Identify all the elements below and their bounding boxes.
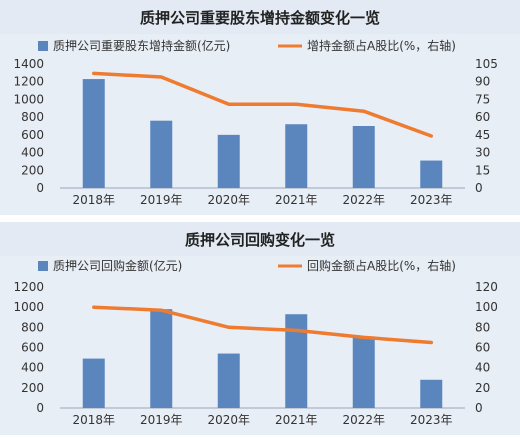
series-line	[92, 71, 434, 138]
legend: 质押公司重要股东增持金额(亿元) 增持金额占A股比(%，右轴)	[38, 38, 456, 53]
x-tick-label: 2023年	[410, 193, 453, 207]
x-tick-label: 2018年	[72, 413, 115, 427]
x-tick-label: 2021年	[275, 193, 318, 207]
x-tick-label: 2019年	[140, 413, 183, 427]
x-tick-label: 2022年	[342, 413, 385, 427]
x-tick-label: 2021年	[275, 413, 318, 427]
y-left-tick-label: 0	[36, 181, 44, 195]
y-right-tick-label: 60	[475, 110, 490, 124]
y-right-tick-label: 80	[475, 320, 490, 334]
y-left-tick-label: 400	[21, 146, 44, 160]
y-right-tick-label: 120	[475, 280, 498, 294]
bar	[352, 126, 375, 188]
y-right-tick-label: 100	[475, 300, 498, 314]
panel-header	[0, 222, 520, 256]
bar	[150, 120, 173, 188]
bar	[420, 160, 443, 188]
chart-title: 质押公司回购变化一览	[185, 231, 335, 249]
y-left-tick-label: 800	[21, 110, 44, 124]
legend-label-bar: 质押公司重要股东增持金额(亿元)	[53, 38, 230, 53]
y-left-tick-label: 200	[21, 381, 44, 395]
y-right-tick-label: 40	[475, 361, 490, 375]
y-left-tick-label: 400	[21, 361, 44, 375]
bar	[82, 358, 105, 408]
y-left-tick-label: 600	[21, 341, 44, 355]
y-right-tick-label: 45	[475, 128, 490, 142]
x-tick-label: 2018年	[72, 193, 115, 207]
x-tick-label: 2022年	[342, 193, 385, 207]
y-right-tick-label: 0	[475, 401, 483, 415]
x-tick-label: 2020年	[207, 413, 250, 427]
y-right-tick-label: 30	[475, 146, 490, 160]
y-right-tick-label: 0	[475, 181, 483, 195]
y-right-tick-label: 90	[475, 75, 490, 89]
legend: 质押公司回购金额(亿元) 回购金额占A股比(%，右轴)	[38, 258, 456, 273]
legend-swatch-bar	[38, 261, 48, 271]
y-right-tick-label: 75	[475, 92, 490, 106]
y-left-tick-label: 1000	[13, 92, 44, 106]
legend-swatch-bar	[38, 41, 48, 51]
bar	[150, 309, 173, 408]
y-right-tick-label: 20	[475, 381, 490, 395]
bar	[82, 79, 105, 188]
series-line	[92, 305, 434, 345]
x-tick-label: 2019年	[140, 193, 183, 207]
y-left-tick-label: 1400	[13, 57, 44, 71]
y-left-tick-label: 200	[21, 163, 44, 177]
y-left-tick-label: 600	[21, 128, 44, 142]
y-right-tick-label: 60	[475, 341, 490, 355]
y-left-tick-label: 800	[21, 320, 44, 334]
y-left-tick-label: 0	[36, 401, 44, 415]
legend-label-bar: 质押公司回购金额(亿元)	[53, 258, 182, 273]
panel-header	[0, 0, 520, 34]
y-left-tick-label: 1200	[13, 75, 44, 89]
bar	[420, 379, 443, 408]
x-tick-label: 2023年	[410, 413, 453, 427]
y-right-tick-label: 105	[475, 57, 498, 71]
bar	[217, 134, 240, 188]
y-right-tick-label: 15	[475, 163, 490, 177]
chart-title: 质押公司重要股东增持金额变化一览	[140, 9, 380, 27]
bar	[285, 124, 308, 188]
legend-label-line: 回购金额占A股比(%，右轴)	[307, 258, 456, 273]
y-left-tick-label: 1000	[13, 300, 44, 314]
y-left-tick-label: 1200	[13, 280, 44, 294]
bar	[217, 353, 240, 408]
x-tick-label: 2020年	[207, 193, 250, 207]
bar	[352, 336, 375, 408]
bar	[285, 314, 308, 408]
legend-label-line: 增持金额占A股比(%，右轴)	[307, 38, 456, 53]
